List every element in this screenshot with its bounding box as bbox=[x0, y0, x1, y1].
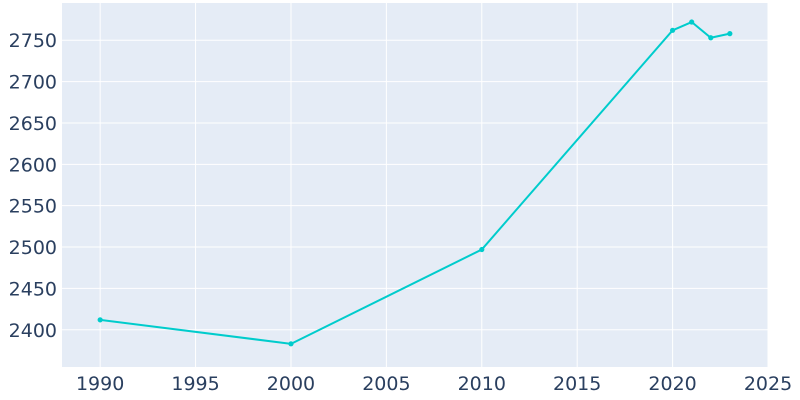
x-tick-label: 2010 bbox=[458, 373, 506, 395]
x-tick-label: 2000 bbox=[267, 373, 315, 395]
x-tick-label: 1990 bbox=[76, 373, 124, 395]
y-tick-label: 2500 bbox=[9, 237, 57, 259]
y-tick-label: 2550 bbox=[9, 196, 57, 218]
series-layer bbox=[97, 19, 733, 347]
x-tick-label: 2015 bbox=[553, 373, 601, 395]
y-tick-label: 2700 bbox=[9, 72, 57, 94]
y-tick-label: 2400 bbox=[9, 320, 57, 342]
x-tick-label: 2005 bbox=[362, 373, 410, 395]
y-tick-label: 2600 bbox=[9, 154, 57, 176]
y-tick-label: 2750 bbox=[9, 30, 57, 52]
x-tick-label: 2020 bbox=[648, 373, 696, 395]
data-point bbox=[669, 27, 676, 33]
x-tick-label: 1995 bbox=[171, 373, 219, 395]
y-axis-tick-labels: 2400 2450 2500 2550 2600 2650 2700 2750 bbox=[9, 30, 57, 342]
x-tick-label: 2025 bbox=[744, 373, 792, 395]
grid-lines bbox=[62, 3, 769, 367]
data-point bbox=[689, 19, 695, 25]
data-point bbox=[479, 246, 485, 253]
y-tick-label: 2450 bbox=[9, 278, 57, 300]
data-point bbox=[708, 35, 714, 41]
x-axis-tick-labels: 1990 1995 2000 2005 2010 2015 2020 2025 bbox=[76, 373, 792, 395]
data-point bbox=[288, 341, 294, 347]
plot-background bbox=[62, 3, 768, 367]
y-tick-label: 2650 bbox=[9, 113, 57, 135]
data-point bbox=[97, 317, 103, 323]
data-point bbox=[727, 31, 733, 37]
